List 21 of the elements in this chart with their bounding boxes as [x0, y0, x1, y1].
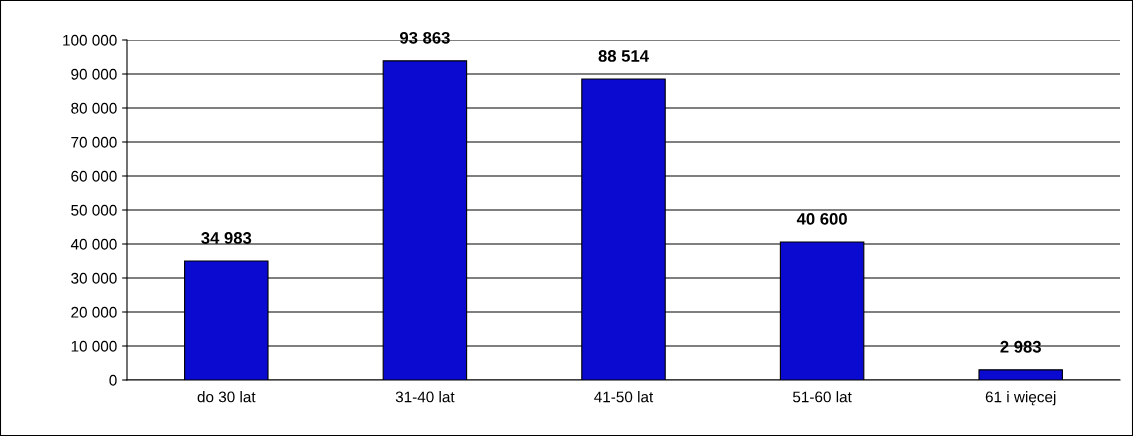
data-label: 34 983 — [201, 232, 252, 244]
y-tick-label: 70 000 — [71, 136, 117, 148]
data-label: 40 600 — [796, 212, 847, 225]
y-tick-label: 100 000 — [63, 34, 117, 46]
y-tick-label: 0 — [109, 374, 117, 386]
x-tick-label: 51-60 lat — [792, 391, 852, 403]
x-tick-label: 31-40 lat — [395, 391, 455, 403]
data-label: 88 514 — [598, 50, 649, 62]
y-tick-label: 60 000 — [71, 170, 117, 182]
y-tick-label: 10 000 — [71, 340, 117, 352]
y-tick-label: 90 000 — [71, 68, 117, 80]
y-tick-label: 30 000 — [71, 272, 117, 284]
x-tick-label: 61 i więcej — [985, 391, 1056, 406]
y-tick-label: 20 000 — [71, 306, 117, 318]
data-label: 93 863 — [399, 31, 450, 44]
y-tick-label: 40 000 — [70, 238, 117, 250]
y-tick-label: 50 000 — [71, 204, 117, 216]
x-tick-label: do 30 lat — [197, 391, 256, 403]
x-tick-label: 41-50 lat — [594, 391, 654, 403]
data-label: 2 983 — [1000, 340, 1041, 353]
y-tick-label: 80 000 — [71, 102, 117, 114]
